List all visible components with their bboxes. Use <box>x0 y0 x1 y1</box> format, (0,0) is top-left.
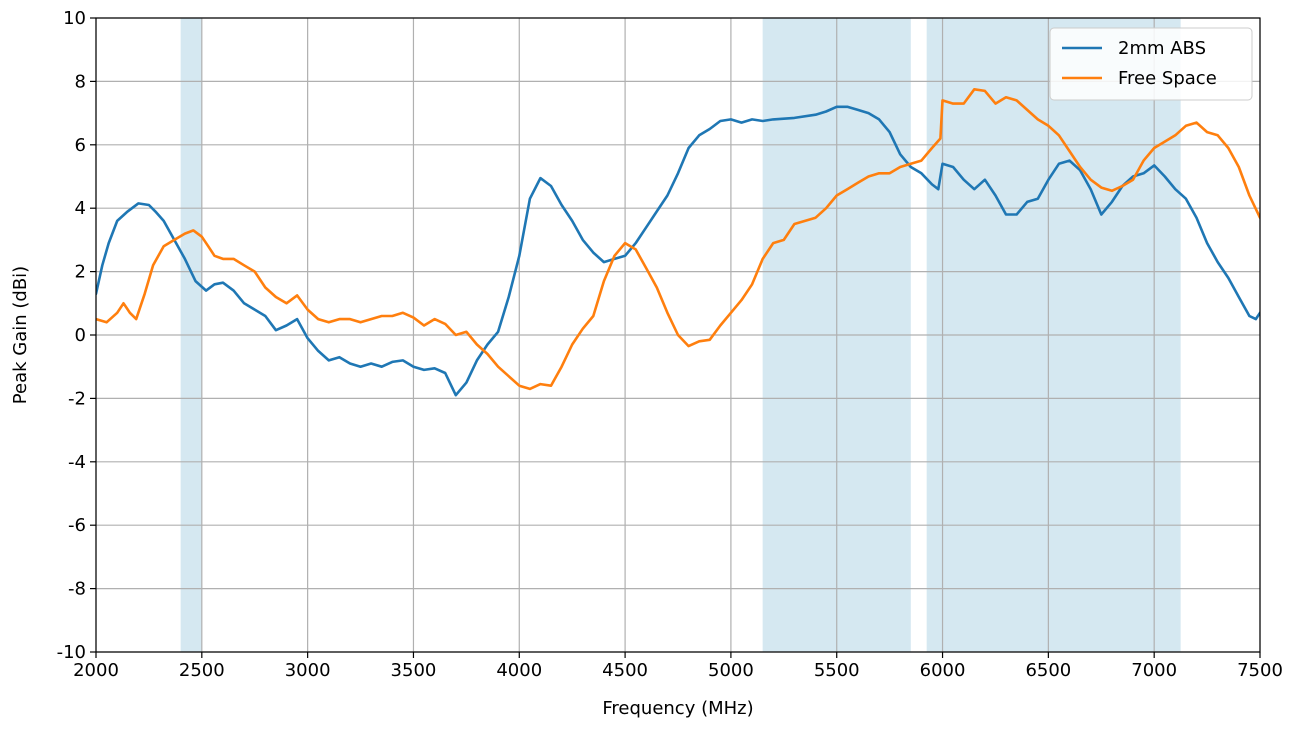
series-line-free-space <box>96 88 1260 391</box>
x-tick-label: 5500 <box>814 660 860 681</box>
y-tick-label: 2 <box>75 262 86 283</box>
y-tick-label: 10 <box>63 8 86 29</box>
series-line-2mm-abs <box>96 105 1260 397</box>
x-tick-label: 3500 <box>391 660 437 681</box>
x-axis-label: Frequency (MHz) <box>602 698 753 719</box>
axis-ticks: 2000 2500 3000 3500 4000 4500 5000 5500 6000 6500… <box>57 8 1283 681</box>
x-tick-label: 7500 <box>1237 660 1283 681</box>
legend: 2mm ABS Free Space <box>1049 27 1253 101</box>
y-tick-label: 0 <box>75 325 86 346</box>
y-tick-label: -10 <box>57 642 86 663</box>
x-tick-label: 2000 <box>73 660 119 681</box>
legend-box <box>1049 27 1253 101</box>
x-tick-label: 5000 <box>708 660 754 681</box>
y-tick-label: -8 <box>68 579 86 600</box>
y-tick-label: -4 <box>68 452 86 473</box>
x-tick-label: 6000 <box>920 660 966 681</box>
y-axis-label: Peak Gain (dBi) <box>10 266 31 404</box>
x-tick-label: 6500 <box>1025 660 1071 681</box>
series-lines <box>96 88 1260 397</box>
legend-label-free-space: Free Space <box>1118 68 1217 89</box>
legend-label-2mm-abs: 2mm ABS <box>1118 38 1206 59</box>
y-tick-label: 6 <box>75 135 86 156</box>
x-tick-label: 4000 <box>496 660 542 681</box>
x-tick-label: 4500 <box>602 660 648 681</box>
x-tick-label: 7000 <box>1131 660 1177 681</box>
x-tick-label: 3000 <box>285 660 331 681</box>
x-tick-label: 2500 <box>179 660 225 681</box>
y-tick-label: 8 <box>75 71 86 92</box>
y-tick-label: -6 <box>68 515 86 536</box>
y-tick-label: -2 <box>68 388 86 409</box>
y-tick-label: 4 <box>75 198 86 219</box>
